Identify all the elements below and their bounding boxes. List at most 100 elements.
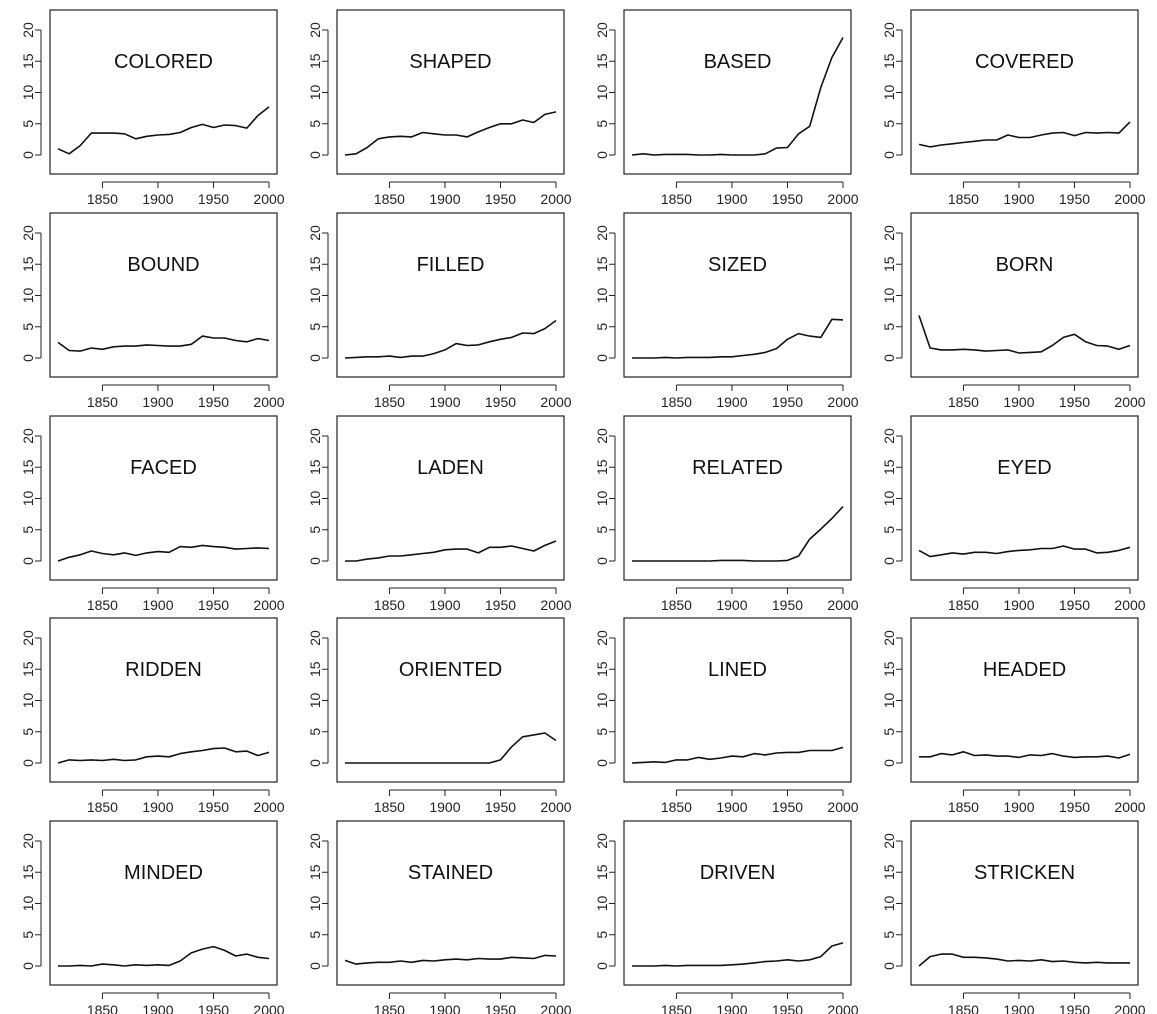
- y-tick-label: 5: [307, 323, 323, 331]
- y-tick-label: 5: [20, 526, 36, 534]
- y-tick-label: 20: [881, 833, 897, 849]
- y-tick-label: 0: [307, 557, 323, 565]
- y-tick-label: 15: [881, 661, 897, 677]
- y-tick-label: 10: [20, 85, 36, 101]
- y-tick-label: 5: [881, 931, 897, 939]
- x-tick-label: 1950: [772, 394, 803, 410]
- y-tick-label: 5: [307, 728, 323, 736]
- y-tick-label: 20: [20, 630, 36, 646]
- panel-title: FACED: [130, 457, 197, 479]
- panel-frame: [910, 212, 1139, 378]
- y-tick-label: 0: [594, 557, 610, 565]
- y-tick-label: 20: [20, 833, 36, 849]
- x-tick-label: 2000: [827, 394, 858, 410]
- panel-covered: 0 5 10 15 20 1850 1900 1950 2000 COVERED: [881, 9, 1146, 207]
- x-tick-label: 2000: [1114, 799, 1145, 815]
- y-tick-label: 20: [881, 225, 897, 241]
- y-tick-label: 15: [594, 661, 610, 677]
- y-tick-label: 10: [20, 896, 36, 912]
- y-tick-label: 20: [594, 225, 610, 241]
- y-tick-label: 0: [594, 759, 610, 767]
- x-tick-label: 2000: [827, 597, 858, 613]
- panel-title: SHAPED: [409, 51, 491, 73]
- y-tick-label: 5: [20, 323, 36, 331]
- panel-headed: 0 5 10 15 20 1850 1900 1950 2000 HEADED: [881, 617, 1146, 815]
- y-tick-label: 20: [307, 428, 323, 444]
- x-tick-label: 1950: [485, 597, 516, 613]
- y-tick-label: 10: [307, 693, 323, 709]
- x-tick-label: 1900: [142, 597, 173, 613]
- y-tick-label: 10: [881, 288, 897, 304]
- y-tick-label: 15: [307, 53, 323, 69]
- series-line-laden: [345, 540, 557, 562]
- x-tick-label: 1850: [661, 394, 692, 410]
- panel-frame: [623, 9, 852, 175]
- series-line-filled: [344, 319, 557, 359]
- x-tick-label: 1950: [198, 799, 229, 815]
- panel-driven: 0 5 10 15 20 1850 1900 1950 2000 DRIVEN: [594, 820, 859, 1014]
- x-tick-label: 2000: [540, 597, 571, 613]
- y-tick-label: 15: [594, 864, 610, 880]
- panel-frame: [623, 820, 852, 986]
- series-line-driven: [632, 942, 844, 967]
- panel-filled: 0 5 10 15 20 1850 1900 1950 2000 FILLED: [307, 212, 572, 410]
- y-tick-label: 5: [307, 120, 323, 128]
- series-line-oriented: [345, 732, 557, 764]
- y-tick-label: 15: [594, 256, 610, 272]
- x-tick-label: 1900: [142, 191, 173, 207]
- panel-title: LINED: [708, 659, 767, 681]
- panel-frame: [336, 9, 565, 175]
- x-tick-label: 1900: [429, 191, 460, 207]
- y-tick-label: 10: [307, 491, 323, 507]
- y-tick-label: 10: [20, 693, 36, 709]
- y-tick-label: 15: [881, 459, 897, 475]
- y-tick-label: 15: [594, 459, 610, 475]
- x-tick-label: 1850: [948, 1002, 979, 1014]
- y-tick-label: 10: [307, 85, 323, 101]
- y-tick-label: 15: [307, 459, 323, 475]
- y-tick-label: 15: [20, 53, 36, 69]
- x-tick-label: 1900: [429, 597, 460, 613]
- panel-frame: [623, 617, 852, 783]
- x-tick-label: 1900: [142, 1002, 173, 1014]
- y-tick-label: 5: [20, 931, 36, 939]
- y-tick-label: 20: [594, 428, 610, 444]
- y-tick-label: 15: [307, 256, 323, 272]
- x-tick-label: 2000: [827, 191, 858, 207]
- y-tick-label: 20: [20, 225, 36, 241]
- panel-based: 0 5 10 15 20 1850 1900 1950 2000 BASED: [594, 9, 859, 207]
- panel-frame: [910, 820, 1139, 986]
- y-tick-label: 0: [881, 557, 897, 565]
- series-line-covered: [918, 121, 1131, 148]
- panel-bound: 0 5 10 15 20 1850 1900 1950 2000 BOUND: [20, 212, 285, 410]
- y-tick-label: 20: [881, 22, 897, 38]
- x-tick-label: 1850: [87, 799, 118, 815]
- y-tick-label: 20: [307, 630, 323, 646]
- series-line-ridden: [57, 747, 270, 764]
- y-tick-label: 15: [20, 864, 36, 880]
- panel-stricken: 0 5 10 15 20 1850 1900 1950 2000 STRICKEN: [881, 820, 1146, 1014]
- panel-title: BORN: [996, 254, 1054, 276]
- series-line-eyed: [918, 545, 1131, 558]
- x-tick-label: 1900: [716, 597, 747, 613]
- x-tick-label: 2000: [1114, 597, 1145, 613]
- y-tick-label: 10: [20, 288, 36, 304]
- y-tick-label: 5: [594, 931, 610, 939]
- x-tick-label: 2000: [253, 1002, 284, 1014]
- y-tick-label: 0: [881, 151, 897, 159]
- y-tick-label: 15: [594, 53, 610, 69]
- x-tick-label: 2000: [1114, 394, 1145, 410]
- y-tick-label: 15: [881, 256, 897, 272]
- x-tick-label: 1850: [661, 1002, 692, 1014]
- panel-frame: [910, 415, 1139, 581]
- y-tick-label: 0: [20, 151, 36, 159]
- panel-shaped: 0 5 10 15 20 1850 1900 1950 2000 SHAPED: [307, 9, 572, 207]
- panel-colored: 0 5 10 15 20 1850 1900 1950 2000 COLORED: [20, 9, 285, 207]
- x-tick-label: 1850: [87, 191, 118, 207]
- y-tick-label: 5: [594, 120, 610, 128]
- series-line-related: [632, 506, 844, 562]
- x-tick-label: 2000: [253, 394, 284, 410]
- panel-born: 0 5 10 15 20 1850 1900 1950 2000 BORN: [881, 212, 1146, 410]
- panel-frame: [336, 820, 565, 986]
- y-tick-label: 0: [307, 962, 323, 970]
